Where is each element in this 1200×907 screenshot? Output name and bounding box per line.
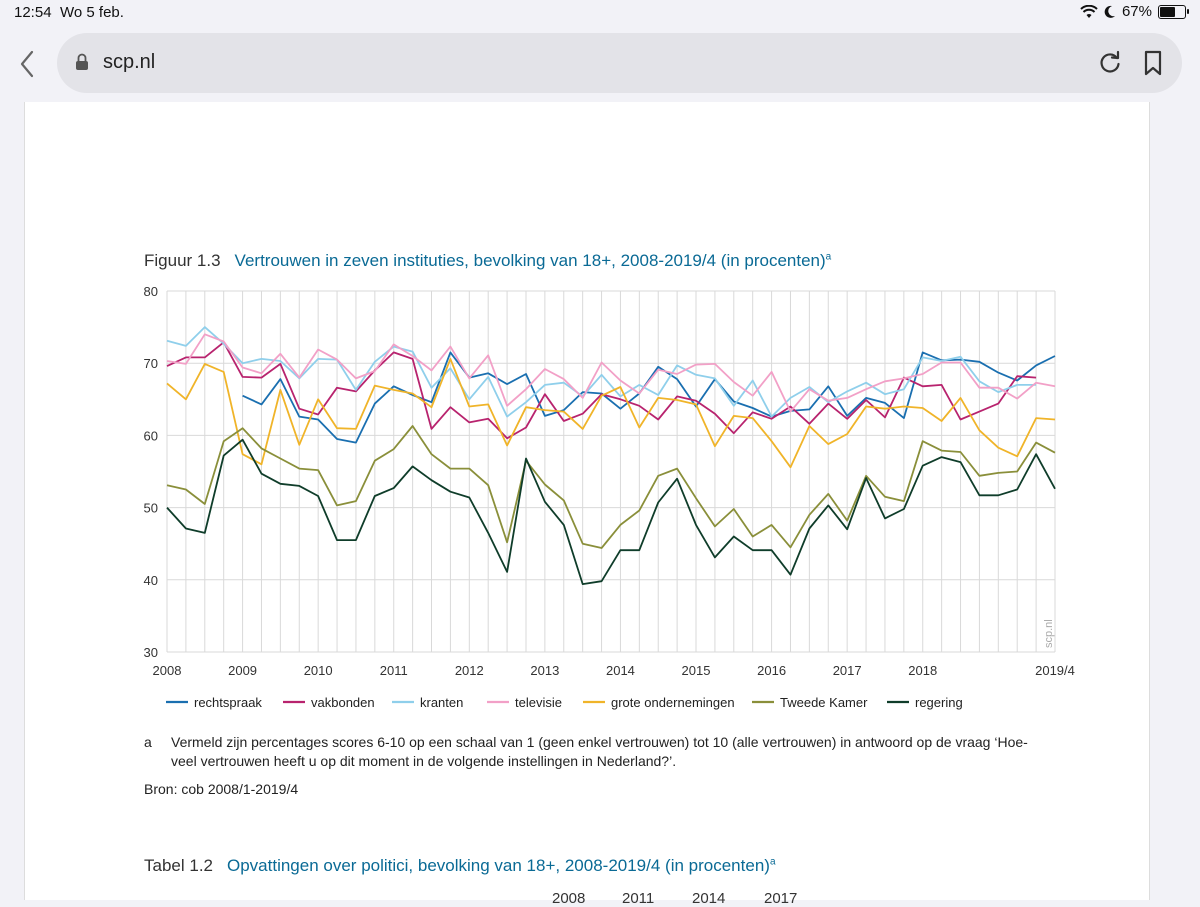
series-line bbox=[166, 425, 1056, 549]
legend-label: rechtspraak bbox=[194, 695, 262, 710]
legend-label: grote ondernemingen bbox=[611, 695, 735, 710]
reload-icon[interactable] bbox=[1096, 49, 1124, 77]
status-bar: 12:54 Wo 5 feb. 67% bbox=[0, 0, 1200, 26]
series-line bbox=[166, 326, 1037, 418]
x-tick-label: 2013 bbox=[530, 663, 559, 678]
footnote-mark: a bbox=[144, 734, 152, 750]
y-tick-label: 40 bbox=[144, 573, 158, 588]
table-footnote-mark: a bbox=[769, 856, 776, 868]
lock-icon bbox=[76, 53, 88, 70]
figure-caption-text: Vertrouwen in zeven instituties, bevolki… bbox=[234, 251, 826, 270]
battery-icon bbox=[1158, 4, 1189, 19]
x-tick-label: 2016 bbox=[757, 663, 786, 678]
figure-number: Figuur 1.3 bbox=[144, 251, 221, 270]
x-tick-label: 2017 bbox=[833, 663, 862, 678]
x-tick-label: 2012 bbox=[455, 663, 484, 678]
url-text: scp.nl bbox=[103, 51, 156, 73]
y-tick-label: 80 bbox=[144, 284, 158, 299]
y-tick-label: 70 bbox=[144, 356, 158, 371]
watermark: scp.nl bbox=[1043, 619, 1055, 648]
battery-percent: 67% bbox=[1121, 3, 1152, 20]
x-tick-label: 2019/4 bbox=[1035, 663, 1075, 678]
legend-label: Tweede Kamer bbox=[780, 695, 868, 710]
y-tick-label: 60 bbox=[144, 428, 158, 443]
status-time: 12:54 bbox=[14, 4, 52, 21]
address-bar[interactable]: scp.nl bbox=[57, 33, 1182, 93]
legend-label: televisie bbox=[515, 695, 562, 710]
y-tick-label: 50 bbox=[144, 501, 158, 516]
series-line bbox=[166, 438, 1056, 585]
table-title: Tabel 1.2 Opvattingen over politici, bevo… bbox=[144, 856, 776, 876]
wifi-icon bbox=[1080, 4, 1098, 18]
back-icon[interactable] bbox=[14, 48, 42, 80]
moon-icon bbox=[1104, 5, 1115, 18]
footnote-text: Vermeld zijn percentages scores 6-10 op … bbox=[171, 734, 1028, 769]
table-year-header: 2017 bbox=[764, 890, 798, 907]
figure-title: Figuur 1.3 Vertrouwen in zeven institutie… bbox=[144, 251, 831, 271]
x-tick-label: 2011 bbox=[380, 663, 408, 678]
figure-caption: Vertrouwen in zeven instituties, bevolki… bbox=[235, 251, 832, 270]
series-line bbox=[242, 351, 1056, 444]
table-number: Tabel 1.2 bbox=[144, 856, 213, 875]
status-date: Wo 5 feb. bbox=[60, 4, 124, 21]
figure-footnote-mark: a bbox=[825, 251, 832, 263]
x-tick-label: 2008 bbox=[153, 663, 182, 678]
browser-toolbar: scp.nl bbox=[0, 26, 1200, 102]
table-caption: Opvattingen over politici, bevolking van… bbox=[227, 856, 776, 875]
y-tick-label: 30 bbox=[144, 645, 158, 660]
table-caption-text: Opvattingen over politici, bevolking van… bbox=[227, 856, 770, 875]
x-tick-label: 2018 bbox=[908, 663, 937, 678]
x-tick-label: 2015 bbox=[682, 663, 711, 678]
legend-label: kranten bbox=[420, 695, 463, 710]
series-line bbox=[166, 357, 1056, 469]
source-note: Bron: cob 2008/1-2019/4 bbox=[144, 781, 299, 797]
document-page bbox=[24, 102, 1150, 900]
series-line bbox=[166, 333, 1056, 413]
table-year-header: 2011 bbox=[622, 890, 655, 907]
x-tick-label: 2014 bbox=[606, 663, 635, 678]
legend-label: regering bbox=[915, 695, 963, 710]
legend-label: vakbonden bbox=[311, 695, 375, 710]
battery-fill bbox=[1160, 6, 1175, 17]
x-tick-label: 2010 bbox=[304, 663, 333, 678]
bookmark-icon[interactable] bbox=[1142, 49, 1164, 77]
table-year-header: 2014 bbox=[692, 890, 726, 907]
x-tick-label: 2009 bbox=[228, 663, 257, 678]
table-year-header: 2008 bbox=[552, 890, 586, 907]
status-right: 67% bbox=[1080, 3, 1189, 20]
